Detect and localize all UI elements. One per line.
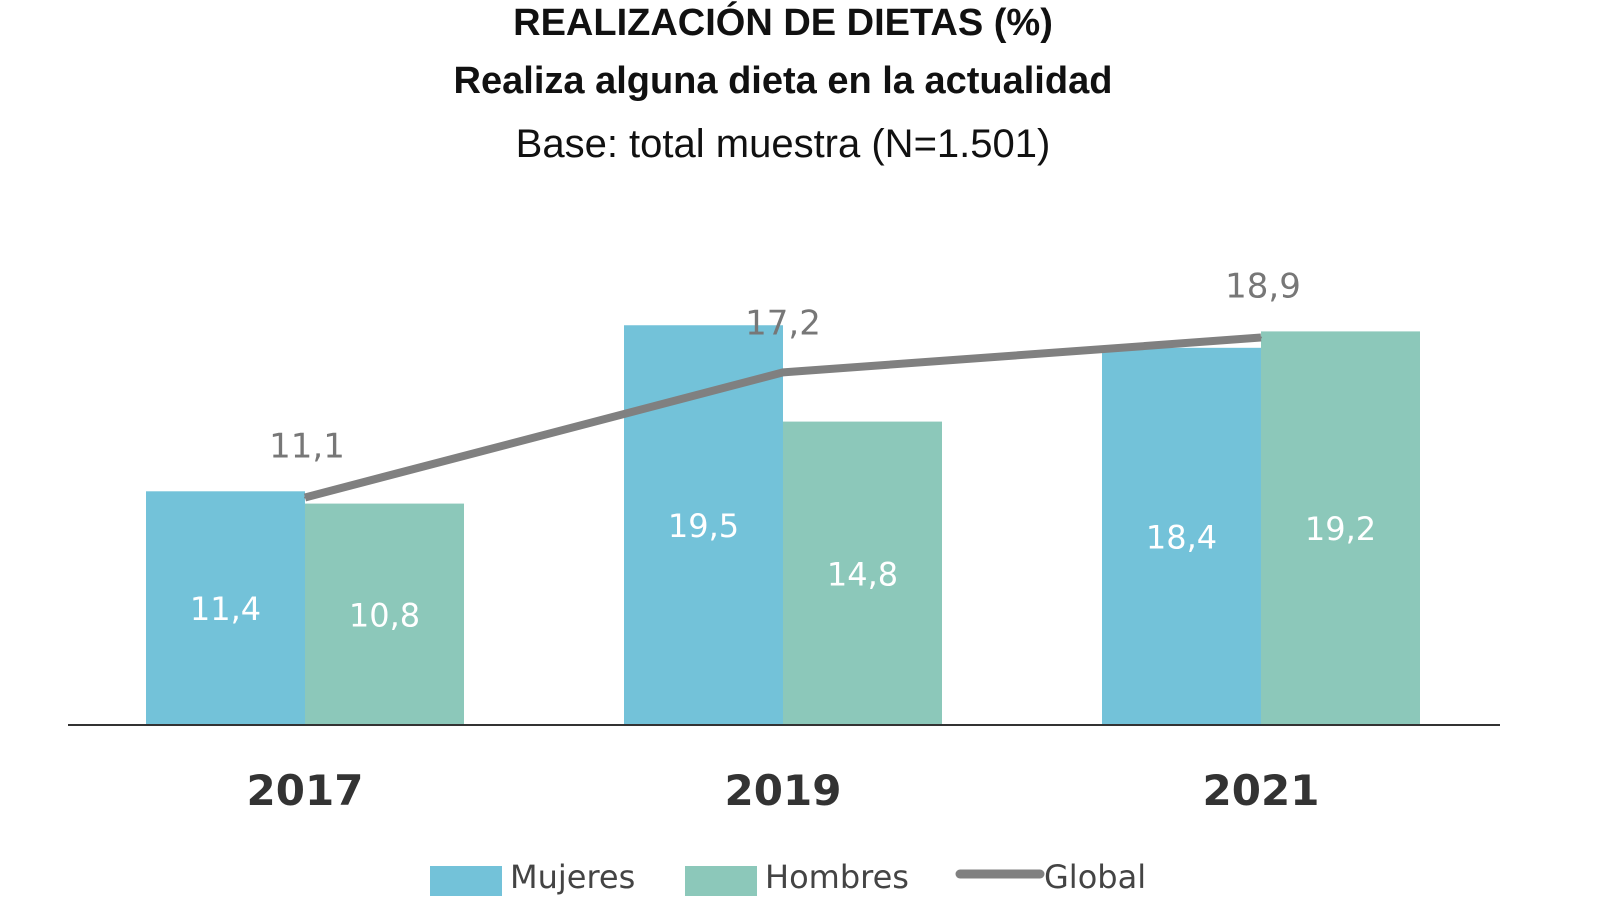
legend-label-hombres: Hombres: [765, 858, 909, 896]
data-label-hombres: 19,2: [1305, 510, 1376, 548]
global-data-label: 17,2: [745, 303, 821, 343]
chart-title: REALIZACIÓN DE DIETAS (%): [513, 2, 1053, 44]
global-point: [782, 371, 784, 374]
bar-mujeres-2021: [1102, 347, 1261, 725]
x-tick-label: 2019: [725, 766, 842, 815]
global-data-label: 18,9: [1225, 267, 1301, 307]
chart-subtitle: Realiza alguna dieta en la actualidad: [453, 60, 1113, 102]
x-tick-label: 2017: [247, 766, 364, 815]
legend-swatch-mujeres: [430, 866, 502, 896]
bar-mujeres-2017: [146, 491, 305, 725]
chart-note: Base: total muestra (N=1.501): [515, 122, 1051, 166]
global-data-label: 11,1: [269, 426, 345, 466]
bar-hombres-2019: [783, 421, 942, 725]
x-tick-label: 2021: [1203, 766, 1320, 815]
bar-hombres-2021: [1261, 331, 1420, 725]
legend-swatch-hombres: [685, 866, 757, 896]
data-label-mujeres: 19,5: [668, 507, 739, 545]
global-point: [304, 496, 306, 499]
data-label-hombres: 14,8: [827, 555, 898, 593]
data-label-hombres: 10,8: [349, 596, 420, 634]
global-point: [1260, 336, 1262, 339]
bar-hombres-2017: [305, 503, 464, 725]
data-label-mujeres: 18,4: [1146, 518, 1217, 556]
legend-label-mujeres: Mujeres: [510, 858, 635, 896]
data-label-mujeres: 11,4: [190, 590, 261, 628]
legend-label-global: Global: [1044, 858, 1146, 896]
